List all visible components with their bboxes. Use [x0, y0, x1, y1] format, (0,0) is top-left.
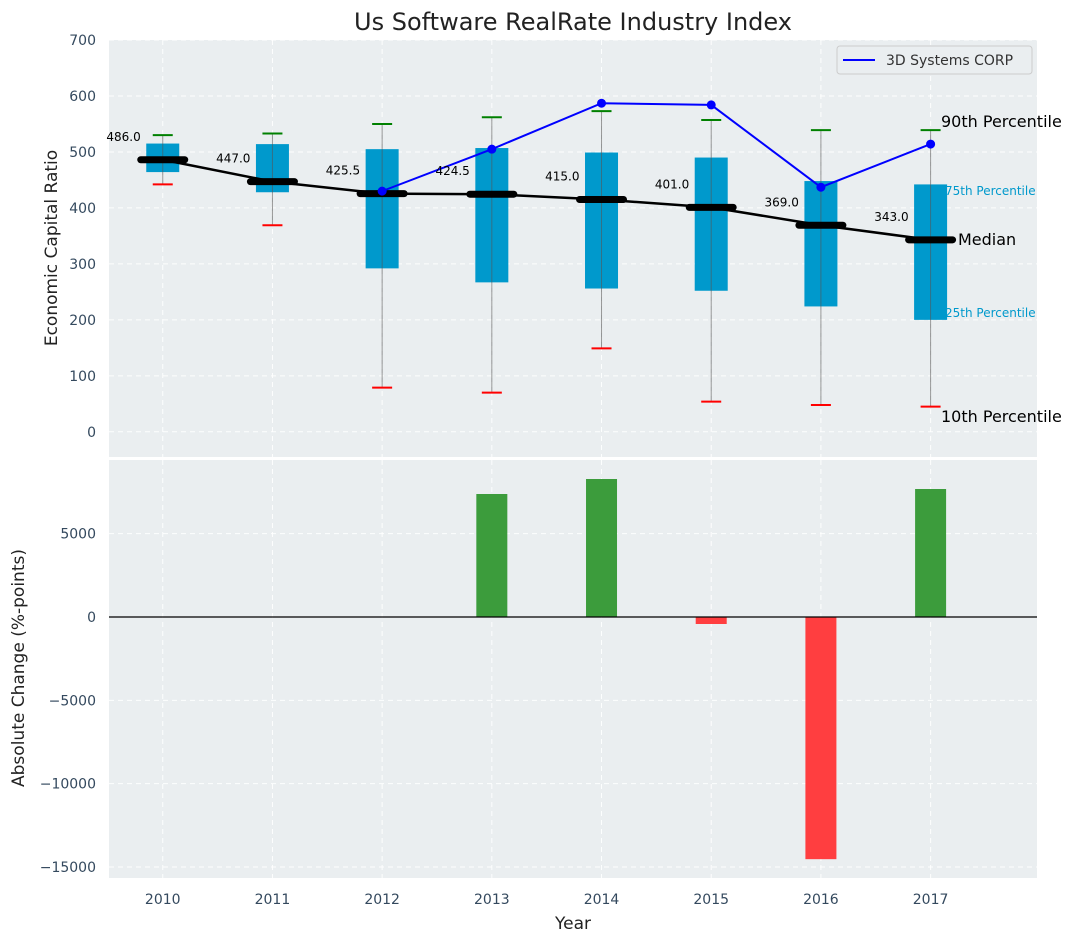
company-point	[377, 186, 387, 196]
x-tick-label: 2016	[803, 892, 839, 908]
annotation-75th: 75th Percentile	[945, 184, 1036, 198]
x-tick-label: 2010	[145, 892, 181, 908]
company-line-group	[377, 98, 936, 196]
x-tick-label: 2011	[255, 892, 291, 908]
bar-negative	[695, 617, 727, 624]
top-y-ticks: 0 100 200 300 400 500 600 700	[69, 33, 96, 441]
legend-label-3d-systems: 3D Systems CORP	[886, 53, 1013, 69]
top-y-tick-label: 200	[69, 313, 96, 329]
top-y-tick-label: 500	[69, 145, 96, 161]
median-value-label: 369.0	[765, 195, 799, 209]
top-y-tick-label: 600	[69, 89, 96, 105]
x-tick-label: 2012	[364, 892, 400, 908]
x-tick-label: 2015	[693, 892, 729, 908]
legend: 3D Systems CORP	[836, 45, 1033, 75]
chart-title: Us Software RealRate Industry Index	[354, 8, 792, 36]
top-y-tick-label: 100	[69, 369, 96, 385]
median-value-label: 401.0	[655, 177, 689, 191]
company-line	[381, 102, 931, 193]
median-value-label: 424.5	[435, 164, 469, 178]
x-ticks: 2010 2011 2012 2013 2014 2015 2016 2017	[145, 892, 948, 908]
top-plot-background	[109, 40, 1037, 457]
median-value-label: 425.5	[326, 164, 360, 178]
median-line-group	[137, 156, 957, 244]
x-tick-label: 2013	[474, 892, 510, 908]
median-value-label: 447.0	[216, 152, 250, 166]
annotation-90th: 90th Percentile	[941, 112, 1062, 131]
annotation-10th: 10th Percentile	[941, 407, 1062, 426]
company-point	[706, 100, 716, 110]
top-y-tick-label: 700	[69, 33, 96, 49]
bottom-y-tick-label: 5000	[60, 527, 96, 543]
legend-box	[836, 45, 1033, 75]
bar-group	[476, 479, 947, 860]
bottom-plot-background	[109, 460, 1037, 878]
top-y-tick-label: 0	[87, 425, 96, 441]
bar-negative	[805, 617, 837, 860]
x-tick-label: 2014	[584, 892, 620, 908]
company-point	[926, 139, 936, 149]
median-value-label: 486.0	[106, 130, 140, 144]
top-y-tick-label: 400	[69, 201, 96, 217]
top-y-axis-title: Economic Capital Ratio	[42, 150, 62, 346]
bottom-y-ticks: −15000 −10000 −5000 0 5000	[40, 527, 96, 876]
bar-positive	[476, 494, 508, 617]
median-value-label: 415.0	[545, 170, 579, 184]
company-point	[816, 182, 826, 192]
bottom-y-tick-label: −15000	[40, 860, 96, 876]
bottom-y-tick-label: −5000	[49, 693, 96, 709]
median-labels: 486.0 447.0 425.5 424.5 415.0 401.0 369.0 343.0	[106, 130, 908, 224]
top-y-tick-label: 300	[69, 257, 96, 273]
annotation-25th: 25th Percentile	[945, 306, 1036, 320]
company-point	[487, 144, 497, 154]
bottom-y-tick-label: −10000	[40, 777, 96, 793]
boxplot-group	[146, 110, 948, 408]
median-value-label: 343.0	[874, 210, 908, 224]
x-axis-title: Year	[554, 914, 591, 934]
bar-positive	[915, 489, 947, 617]
bar-positive	[586, 479, 618, 617]
x-tick-label: 2017	[913, 892, 949, 908]
company-point	[597, 98, 607, 108]
bottom-y-axis-title: Absolute Change (%-points)	[9, 549, 29, 787]
annotation-median: Median	[958, 230, 1016, 249]
bottom-y-tick-label: 0	[87, 610, 96, 626]
